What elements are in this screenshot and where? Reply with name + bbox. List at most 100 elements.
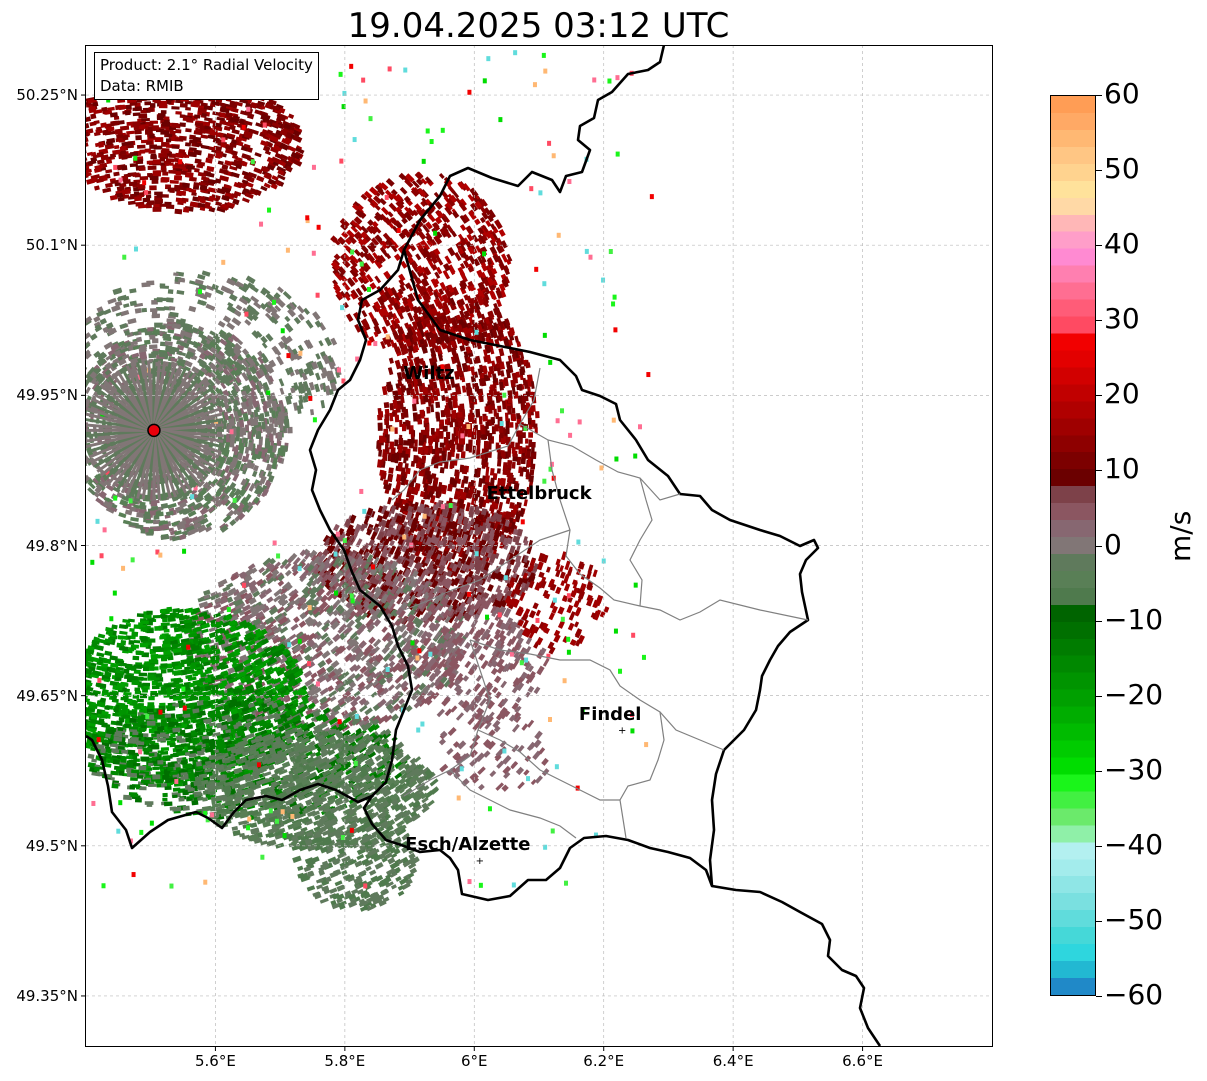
echo-pixel <box>530 452 536 459</box>
echo-pixel <box>166 133 173 138</box>
echo-pixel <box>61 139 68 146</box>
echo-pixel <box>435 447 440 455</box>
plot-area <box>61 45 992 1046</box>
echo-pixel <box>161 148 170 154</box>
echo-pixel <box>139 176 149 181</box>
echo-pixel <box>529 391 534 398</box>
map-title: 19.04.2025 03:12 UTC <box>347 6 730 46</box>
echo-pixel <box>146 200 155 206</box>
echo-pixel <box>494 424 499 432</box>
echo-pixel <box>154 100 162 104</box>
echo-pixel <box>151 179 159 184</box>
echo-pixel <box>232 198 240 206</box>
echo-pixel <box>71 114 79 121</box>
echo-pixel <box>171 145 180 149</box>
echo-pixel <box>275 129 284 137</box>
echo-pixel <box>486 393 493 401</box>
echo-pixel <box>185 106 191 111</box>
echo-pixel <box>435 436 440 443</box>
echo-pixel <box>146 141 153 145</box>
echo-pixel <box>508 476 514 483</box>
echo-pixel <box>192 100 201 107</box>
echo-pixel <box>174 184 183 190</box>
echo-pixel <box>284 136 293 144</box>
echo-pixel <box>63 143 70 149</box>
echo-pixel <box>394 439 399 447</box>
echo-pixel <box>410 429 414 438</box>
echo-pixel <box>71 117 78 122</box>
echo-pixel <box>118 104 126 111</box>
echo-pixel <box>132 112 141 117</box>
echo-pixel <box>126 141 134 146</box>
echo-pixel <box>484 406 489 412</box>
echo-pixel <box>64 150 73 156</box>
echo-pixel <box>488 442 492 450</box>
echo-pixel <box>398 437 404 444</box>
echo-pixel <box>510 441 515 449</box>
echo-pixel <box>152 159 161 165</box>
echo-pixel <box>150 153 157 158</box>
echo-pixel <box>384 444 389 453</box>
echo-pixel <box>446 431 451 440</box>
echo-pixel <box>402 408 409 418</box>
echo-pixel <box>218 168 229 175</box>
echo-pixel <box>388 467 394 474</box>
echo-pixel <box>66 149 72 153</box>
echo-pixel <box>152 125 159 130</box>
echo-pixel <box>501 452 506 459</box>
echo-pixel <box>125 104 132 110</box>
echo-pixel <box>287 113 295 120</box>
echo-pixel <box>135 135 142 141</box>
echo-pixel <box>253 167 263 175</box>
echo-pixel <box>154 137 164 143</box>
echo-pixel <box>377 422 383 431</box>
echo-pixel <box>179 103 188 108</box>
echo-pixel <box>389 441 395 450</box>
echo-pixel <box>394 414 400 423</box>
echo-pixel <box>528 475 534 483</box>
echo-pixel <box>70 160 76 166</box>
echo-pixel <box>117 120 125 125</box>
echo-pixel <box>171 122 179 128</box>
echo-pixel <box>201 176 210 182</box>
echo-pixel <box>451 433 456 442</box>
echo-pixel <box>470 402 474 411</box>
echo-pixel <box>134 106 143 112</box>
echo-pixel <box>71 146 77 151</box>
echo-pixel <box>290 158 299 165</box>
echo-pixel <box>146 160 153 165</box>
echo-pixel <box>427 392 434 400</box>
echo-pixel <box>491 417 496 424</box>
echo-pixel <box>479 395 484 402</box>
echo-pixel <box>525 362 531 369</box>
echo-pixel <box>412 454 419 464</box>
echo-pixel <box>171 106 180 110</box>
echo-pixel <box>407 438 412 446</box>
echo-pixel <box>458 422 462 429</box>
echo-pixel <box>497 394 502 401</box>
echo-pixel <box>133 191 140 196</box>
echo-pixel <box>530 405 536 412</box>
echo-pixel <box>442 425 448 432</box>
echo-pixel <box>233 190 242 197</box>
echo-pixel <box>62 136 70 142</box>
echo-pixel <box>72 130 80 136</box>
echo-pixel <box>406 421 411 430</box>
echo-pixel <box>439 442 445 448</box>
echo-pixel <box>497 405 502 413</box>
echo-pixel <box>218 111 228 119</box>
echo-pixel <box>78 136 85 142</box>
echo-pixel <box>467 430 473 438</box>
echo-pixel <box>528 439 533 448</box>
echo-pixel <box>133 125 140 131</box>
echo-pixel <box>158 153 168 158</box>
echo-pixel <box>149 185 157 191</box>
echo-pixel <box>160 177 168 183</box>
echo-pixel <box>66 119 75 125</box>
echo-pixel <box>264 150 272 156</box>
echo-pixel <box>507 405 513 415</box>
echo-pixel <box>169 179 179 184</box>
echo-pixel <box>113 115 120 121</box>
echo-pixel <box>61 131 67 136</box>
echo-pixel <box>126 130 135 135</box>
